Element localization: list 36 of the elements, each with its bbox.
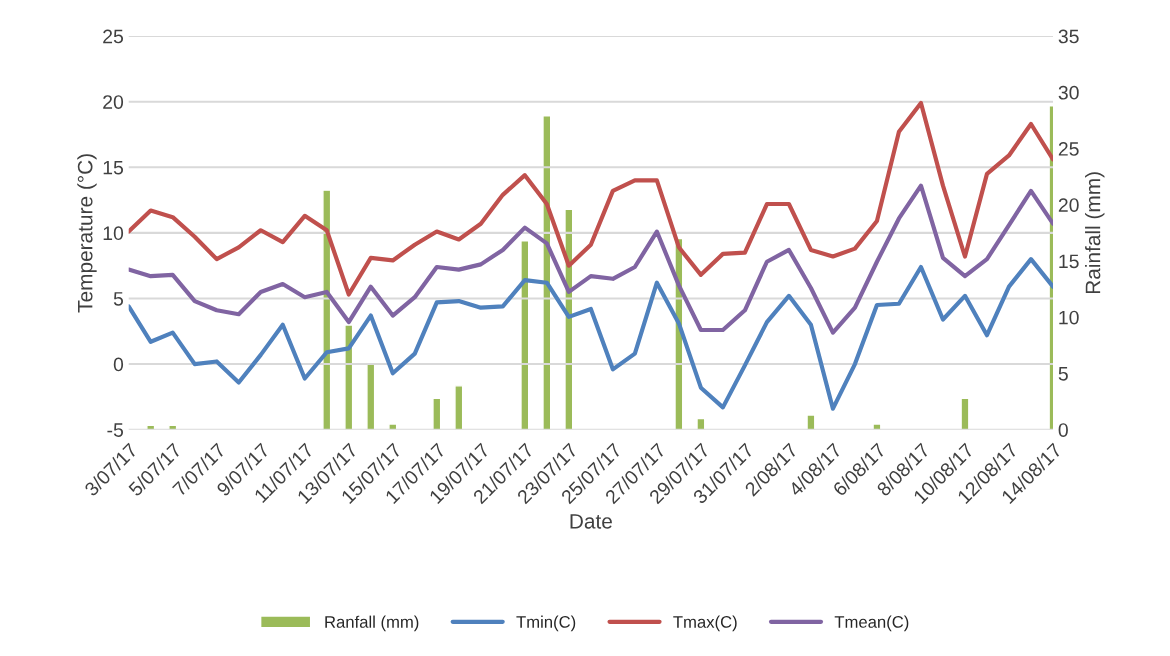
legend-label: Tmin(C) [516,615,576,632]
y2-axis-title: Rainfall (mm) [1085,172,1105,294]
bar [872,423,882,430]
y2-tick-label: 15 [1059,254,1079,269]
line-series [128,257,1053,411]
bar [454,385,464,430]
y2-tick-label: 10 [1059,310,1079,325]
y-tick-label: -5 [107,423,124,437]
y2-tick-label: 20 [1058,198,1079,212]
bar [146,424,156,430]
bar [696,417,706,430]
bar [520,240,530,430]
y2-tick-label: 25 [1058,142,1079,156]
bar [432,397,442,430]
x-axis-title: Date [570,514,612,529]
line-series [128,183,1053,335]
y-tick-label: 10 [103,226,124,241]
bar [168,424,178,430]
y-tick-label: 20 [103,95,124,109]
bar [960,397,970,430]
y-axis-title: Temperature (°C) [77,154,97,313]
bar [806,414,816,430]
legend-label: Tmean(C) [834,615,909,632]
y2-tick-label: 0 [1058,423,1068,437]
bar [344,324,354,430]
y2-tick-label: 5 [1058,367,1068,381]
y2-tick-label: 35 [1058,29,1079,44]
line-series [128,100,1053,297]
legend-label: Ranfall (mm) [325,615,419,632]
y-tick-label: 5 [113,292,124,306]
y-tick-label: 15 [103,160,124,175]
y-tick-label: 0 [113,357,124,372]
y2-tick-label: 30 [1058,85,1079,100]
bar [388,423,398,430]
y-tick-label: 25 [103,29,124,44]
legend-label: Tmax(C) [673,615,737,632]
